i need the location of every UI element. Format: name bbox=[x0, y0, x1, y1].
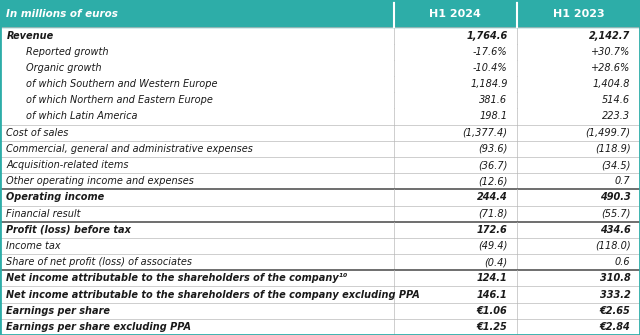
Text: Net income attributable to the shareholders of the company¹⁰: Net income attributable to the sharehold… bbox=[6, 273, 348, 283]
Text: of which Northern and Eastern Europe: of which Northern and Eastern Europe bbox=[26, 95, 212, 105]
Text: €2.65: €2.65 bbox=[600, 306, 630, 316]
Bar bbox=[0, 0, 640, 27]
Text: (12.6): (12.6) bbox=[478, 176, 508, 186]
Text: Income tax: Income tax bbox=[6, 241, 61, 251]
Text: €2.84: €2.84 bbox=[600, 322, 630, 332]
Bar bbox=[0, 222, 640, 238]
Text: 490.3: 490.3 bbox=[600, 192, 630, 202]
Bar bbox=[0, 238, 640, 254]
Bar bbox=[0, 44, 640, 60]
Bar bbox=[0, 157, 640, 173]
Text: Organic growth: Organic growth bbox=[26, 63, 101, 73]
Text: 1,764.6: 1,764.6 bbox=[467, 30, 508, 41]
Bar bbox=[0, 254, 640, 270]
Text: 172.6: 172.6 bbox=[477, 225, 508, 235]
Text: (1,377.4): (1,377.4) bbox=[463, 128, 508, 138]
Bar bbox=[0, 319, 640, 335]
Text: (93.6): (93.6) bbox=[478, 144, 508, 154]
Bar bbox=[0, 125, 640, 141]
Text: (118.9): (118.9) bbox=[595, 144, 630, 154]
Text: 0.7: 0.7 bbox=[615, 176, 630, 186]
Text: -17.6%: -17.6% bbox=[473, 47, 508, 57]
Text: Earnings per share: Earnings per share bbox=[6, 306, 111, 316]
Text: Revenue: Revenue bbox=[6, 30, 54, 41]
Text: Operating income: Operating income bbox=[6, 192, 105, 202]
Bar bbox=[0, 76, 640, 92]
Bar bbox=[0, 92, 640, 109]
Text: (118.0): (118.0) bbox=[595, 241, 630, 251]
Text: (1,499.7): (1,499.7) bbox=[586, 128, 630, 138]
Text: 198.1: 198.1 bbox=[479, 112, 508, 122]
Bar bbox=[0, 173, 640, 189]
Text: Acquisition-related items: Acquisition-related items bbox=[6, 160, 129, 170]
Text: 434.6: 434.6 bbox=[600, 225, 630, 235]
Text: of which Southern and Western Europe: of which Southern and Western Europe bbox=[26, 79, 217, 89]
Text: €1.06: €1.06 bbox=[477, 306, 508, 316]
Text: Financial result: Financial result bbox=[6, 209, 81, 219]
Text: Reported growth: Reported growth bbox=[26, 47, 108, 57]
Bar bbox=[0, 286, 640, 303]
Bar bbox=[0, 270, 640, 286]
Text: (71.8): (71.8) bbox=[478, 209, 508, 219]
Text: -10.4%: -10.4% bbox=[473, 63, 508, 73]
Text: 0.6: 0.6 bbox=[615, 257, 630, 267]
Text: Commercial, general and administrative expenses: Commercial, general and administrative e… bbox=[6, 144, 253, 154]
Text: H1 2023: H1 2023 bbox=[553, 9, 604, 19]
Bar bbox=[0, 141, 640, 157]
Text: 146.1: 146.1 bbox=[477, 289, 508, 299]
Text: 381.6: 381.6 bbox=[479, 95, 508, 105]
Text: Share of net profit (loss) of associates: Share of net profit (loss) of associates bbox=[6, 257, 193, 267]
Bar bbox=[0, 60, 640, 76]
Text: +30.7%: +30.7% bbox=[591, 47, 630, 57]
Text: of which Latin America: of which Latin America bbox=[26, 112, 137, 122]
Bar bbox=[0, 189, 640, 205]
Bar bbox=[0, 205, 640, 222]
Text: (0.4): (0.4) bbox=[484, 257, 508, 267]
Text: H1 2024: H1 2024 bbox=[429, 9, 481, 19]
Text: Profit (loss) before tax: Profit (loss) before tax bbox=[6, 225, 131, 235]
Text: 223.3: 223.3 bbox=[602, 112, 630, 122]
Bar bbox=[0, 27, 640, 44]
Text: Earnings per share excluding PPA: Earnings per share excluding PPA bbox=[6, 322, 191, 332]
Text: 1,184.9: 1,184.9 bbox=[470, 79, 508, 89]
Text: 1,404.8: 1,404.8 bbox=[593, 79, 630, 89]
Text: 310.8: 310.8 bbox=[600, 273, 630, 283]
Text: (55.7): (55.7) bbox=[601, 209, 630, 219]
Text: (49.4): (49.4) bbox=[478, 241, 508, 251]
Text: +28.6%: +28.6% bbox=[591, 63, 630, 73]
Bar bbox=[0, 109, 640, 125]
Text: 244.4: 244.4 bbox=[477, 192, 508, 202]
Bar bbox=[0, 303, 640, 319]
Text: In millions of euros: In millions of euros bbox=[6, 9, 118, 19]
Text: 124.1: 124.1 bbox=[477, 273, 508, 283]
Text: (34.5): (34.5) bbox=[601, 160, 630, 170]
Text: Cost of sales: Cost of sales bbox=[6, 128, 68, 138]
Text: Other operating income and expenses: Other operating income and expenses bbox=[6, 176, 195, 186]
Text: 2,142.7: 2,142.7 bbox=[589, 30, 630, 41]
Text: Net income attributable to the shareholders of the company excluding PPA: Net income attributable to the sharehold… bbox=[6, 289, 420, 299]
Text: 333.2: 333.2 bbox=[600, 289, 630, 299]
Text: 514.6: 514.6 bbox=[602, 95, 630, 105]
Text: (36.7): (36.7) bbox=[478, 160, 508, 170]
Text: €1.25: €1.25 bbox=[477, 322, 508, 332]
